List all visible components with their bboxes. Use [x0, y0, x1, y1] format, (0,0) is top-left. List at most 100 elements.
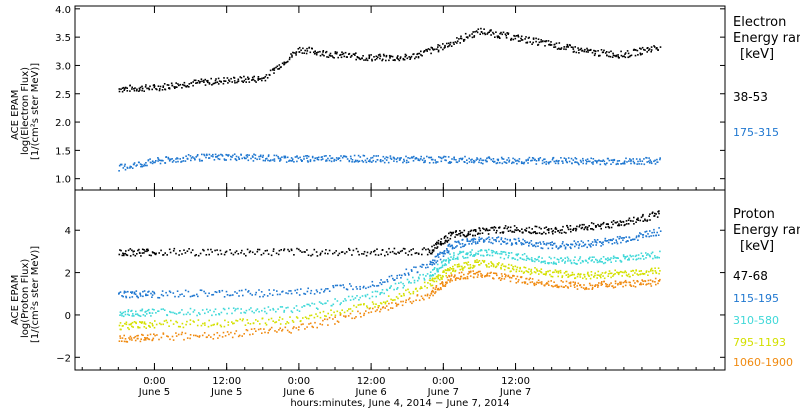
proton-point-310-580 [243, 311, 245, 314]
electron-point-38-53 [306, 47, 308, 50]
proton-point-310-580 [465, 252, 468, 254]
electron-point-175-315 [359, 156, 362, 158]
proton-point-47-68 [427, 248, 429, 250]
proton-point-47-68 [266, 249, 268, 252]
proton-point-115-195 [613, 242, 616, 244]
proton-point-115-195 [574, 242, 577, 245]
proton-point-795-1193 [119, 322, 122, 324]
electron-point-38-53 [273, 67, 276, 70]
proton-point-115-195 [622, 239, 624, 241]
proton-point-310-580 [514, 258, 516, 260]
proton-point-47-68 [655, 213, 657, 215]
electron-point-38-53 [251, 76, 254, 79]
proton-point-310-580 [265, 312, 268, 315]
proton-point-1060-1900 [243, 333, 245, 335]
proton-point-310-580 [602, 262, 605, 265]
electron-point-175-315 [244, 157, 246, 160]
proton-point-1060-1900 [274, 330, 276, 332]
electron-point-38-53 [375, 57, 378, 60]
proton-point-47-68 [141, 252, 144, 254]
proton-point-115-195 [133, 291, 136, 294]
proton-point-115-195 [562, 241, 564, 243]
proton-point-115-195 [466, 240, 469, 242]
proton-point-1060-1900 [560, 285, 563, 288]
electron-ytick-label: 2.0 [55, 118, 71, 129]
proton-point-47-68 [143, 252, 145, 254]
proton-point-1060-1900 [407, 298, 410, 301]
proton-point-310-580 [313, 303, 316, 305]
proton-point-47-68 [246, 248, 249, 251]
proton-point-310-580 [396, 287, 399, 289]
proton-point-1060-1900 [210, 336, 212, 338]
proton-point-310-580 [564, 260, 567, 263]
proton-point-47-68 [431, 251, 434, 253]
proton-point-115-195 [268, 289, 270, 291]
electron-point-38-53 [382, 53, 385, 56]
proton-point-1060-1900 [208, 334, 210, 337]
electron-point-38-53 [153, 86, 156, 89]
proton-point-795-1193 [641, 272, 644, 275]
proton-point-1060-1900 [253, 328, 256, 330]
proton-point-310-580 [434, 272, 436, 275]
electron-point-175-315 [543, 158, 545, 161]
proton-point-47-68 [352, 249, 355, 252]
electron-point-175-315 [151, 162, 154, 165]
proton-point-795-1193 [429, 279, 432, 282]
proton-point-47-68 [515, 229, 518, 232]
proton-point-795-1193 [412, 292, 415, 295]
proton-point-1060-1900 [311, 325, 313, 328]
proton-point-47-68 [598, 225, 600, 227]
proton-point-1060-1900 [226, 331, 229, 333]
x-axis-label: hours:minutes, June 4, 2014 − June 7, 20… [290, 398, 509, 409]
proton-point-1060-1900 [469, 275, 472, 277]
proton-point-1060-1900 [444, 285, 447, 287]
electron-point-38-53 [356, 56, 359, 59]
proton-point-310-580 [567, 258, 570, 260]
electron-point-38-53 [430, 52, 432, 55]
proton-point-115-195 [615, 239, 617, 241]
electron-point-175-315 [464, 155, 466, 158]
electron-point-175-315 [623, 160, 626, 162]
proton-point-795-1193 [143, 322, 146, 325]
proton-point-47-68 [485, 227, 488, 230]
proton-point-310-580 [564, 257, 566, 259]
proton-point-795-1193 [600, 276, 602, 279]
electron-ylabel-line-2: log(Electron Flux) [20, 67, 31, 155]
proton-point-1060-1900 [270, 326, 273, 329]
proton-point-795-1193 [504, 265, 507, 268]
proton-point-795-1193 [466, 262, 468, 265]
proton-point-795-1193 [208, 319, 210, 322]
x-tick-day: June 5 [210, 387, 242, 398]
electron-point-38-53 [454, 41, 457, 43]
electron-point-38-53 [594, 52, 596, 55]
electron-point-38-53 [426, 49, 428, 51]
proton-point-310-580 [173, 312, 176, 315]
proton-point-310-580 [142, 314, 145, 316]
proton-point-1060-1900 [181, 331, 183, 334]
proton-point-47-68 [441, 242, 443, 245]
electron-point-175-315 [403, 158, 405, 161]
electron-point-175-315 [466, 162, 468, 165]
proton-point-795-1193 [619, 270, 622, 273]
electron-point-175-315 [650, 162, 653, 165]
proton-point-310-580 [390, 285, 392, 287]
electron-point-175-315 [447, 162, 450, 164]
proton-point-310-580 [499, 256, 502, 259]
proton-point-1060-1900 [388, 302, 390, 305]
electron-point-175-315 [373, 155, 375, 157]
proton-point-310-580 [462, 250, 465, 253]
electron-point-175-315 [326, 159, 328, 162]
proton-point-47-68 [600, 227, 602, 230]
electron-point-175-315 [226, 154, 228, 156]
proton-point-310-580 [145, 310, 147, 313]
proton-point-47-68 [616, 221, 619, 223]
proton-point-795-1193 [579, 276, 582, 278]
proton-point-115-195 [478, 236, 481, 239]
proton-point-1060-1900 [473, 272, 475, 275]
proton-point-115-195 [157, 296, 159, 299]
proton-point-310-580 [553, 256, 556, 259]
proton-point-1060-1900 [426, 293, 429, 296]
electron-point-38-53 [440, 46, 442, 49]
proton-point-795-1193 [495, 266, 497, 269]
electron-point-175-315 [572, 159, 575, 161]
